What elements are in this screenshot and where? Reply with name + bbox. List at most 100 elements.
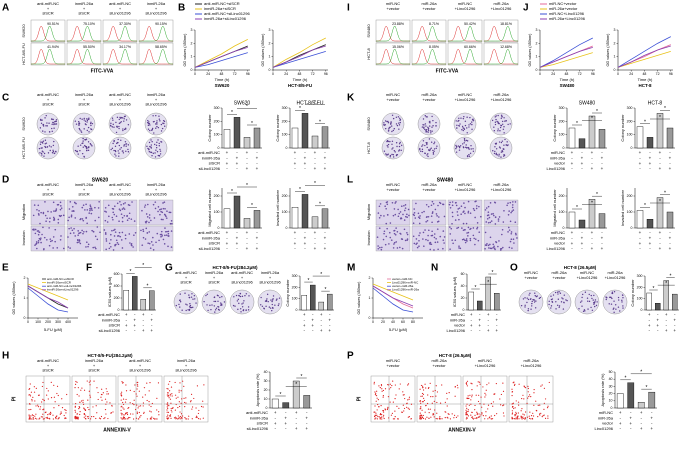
cell-dot [117, 235, 120, 237]
cell-dot [489, 221, 492, 224]
y-tick-label: 3 [269, 28, 271, 32]
cell-dot [161, 211, 164, 214]
cell-dot [458, 218, 460, 221]
bar [233, 195, 241, 229]
cell-dot [74, 201, 76, 204]
colony-dot [384, 124, 386, 126]
colony-dot [113, 126, 115, 128]
colony-dot [554, 291, 557, 294]
event-dot [490, 418, 492, 420]
cell-dot [516, 237, 518, 239]
event-dot [476, 385, 478, 387]
x-tick-label: 72 [233, 72, 237, 76]
event-dot [376, 409, 378, 411]
treatment-sign: + [601, 155, 604, 160]
data-line [272, 37, 326, 68]
event-dot [196, 385, 199, 387]
cell-dot [487, 211, 490, 213]
bar [636, 210, 644, 229]
cell-dot [431, 200, 434, 203]
cell-dot [422, 238, 424, 240]
cell-dot [511, 247, 513, 249]
event-dot [29, 416, 31, 418]
legend-label: miR-26a+vector [549, 6, 578, 11]
cell-dot [38, 237, 41, 240]
cell-dot [50, 211, 52, 213]
y-tick-label: 100 [292, 297, 298, 301]
colony-dot [395, 123, 398, 125]
cell-dot [47, 210, 49, 213]
event-dot [167, 395, 169, 397]
event-dot [427, 394, 429, 396]
column-label: siLinc01296 [231, 280, 253, 285]
colony-dot [461, 125, 464, 128]
event-dot [529, 411, 531, 413]
event-dot [60, 412, 62, 414]
column-label: +Linc01296 [521, 363, 543, 368]
significance-mark: * [299, 187, 301, 193]
colony-dot [267, 300, 269, 303]
cell-dot [57, 222, 60, 224]
treatment-sign: - [657, 312, 659, 317]
event-dot [77, 387, 79, 389]
x-tick-label: 48 [219, 72, 223, 76]
histogram-panel [411, 42, 447, 66]
event-dot [403, 394, 405, 396]
colony-dot [465, 139, 468, 142]
colony-dot [533, 301, 536, 303]
colony-dot [148, 121, 150, 123]
cell-dot [123, 214, 126, 217]
colony-dot [42, 151, 44, 153]
event-dot [425, 404, 427, 407]
event-dot [150, 418, 153, 420]
colony-dot [505, 144, 507, 146]
y-tick-label: 300 [637, 274, 643, 278]
y-tick-label: 0 [631, 226, 633, 230]
event-dot [420, 406, 422, 408]
x-tick-label: 0 [272, 72, 274, 76]
event-dot [446, 405, 448, 407]
y-tick-label: 200 [282, 194, 288, 198]
cell-dot [435, 237, 437, 240]
treatment-sign: + [236, 161, 239, 166]
colony-dot [79, 150, 81, 152]
colony-dot [152, 115, 154, 117]
colony-dot [274, 304, 276, 306]
colony-dot [581, 296, 583, 299]
event-dot [491, 418, 494, 420]
event-dot [87, 406, 89, 409]
event-dot [479, 403, 481, 405]
cell-dot [379, 203, 382, 205]
cell-dot [499, 249, 502, 251]
colony-dot [44, 131, 46, 133]
panel-letter: O [510, 263, 518, 274]
treatment-sign: - [321, 323, 323, 328]
colony-dot [617, 296, 620, 299]
colony-dot [155, 123, 157, 125]
event-dot [122, 417, 124, 419]
treatment-sign: - [669, 230, 671, 235]
event-dot [64, 417, 66, 420]
cell-dot [118, 231, 121, 234]
data-line [27, 283, 69, 301]
cell-dot [35, 243, 37, 245]
event-dot [170, 417, 172, 419]
cell-dot [164, 234, 166, 237]
column-label: miR-26a [421, 1, 437, 6]
colony-dot [87, 126, 90, 129]
cell-dot [92, 230, 95, 233]
cell-dot [395, 241, 398, 243]
significance-mark: * [231, 110, 233, 116]
row-label: HCT-8 [366, 141, 371, 153]
bar [123, 290, 129, 311]
event-dot [65, 409, 67, 412]
y-tick-label: 1 [614, 55, 616, 59]
event-dot [422, 414, 424, 417]
cell-dot [111, 229, 113, 232]
event-dot [436, 391, 439, 393]
treatment-sign: - [620, 415, 622, 420]
treatment-sign: - [294, 235, 296, 240]
colony-dot [500, 114, 503, 116]
cell-dot [128, 233, 131, 235]
percentage: 12.68% [500, 45, 512, 49]
